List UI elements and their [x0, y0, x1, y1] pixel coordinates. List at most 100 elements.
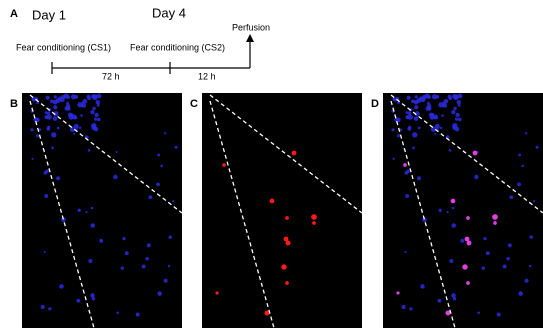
nucleus [61, 217, 66, 222]
nucleus [66, 106, 71, 111]
nucleus [30, 128, 34, 132]
nucleus [452, 122, 458, 129]
nucleus [51, 146, 54, 150]
nucleus [434, 132, 437, 135]
nucleus [44, 115, 48, 119]
nucleus [509, 195, 514, 200]
nucleus [405, 194, 410, 198]
nucleus [135, 312, 140, 317]
labeled-cell [312, 221, 316, 225]
labeled-cell [445, 310, 451, 316]
nucleus [85, 211, 88, 214]
labeled-cell [464, 236, 470, 242]
nucleus [87, 149, 91, 152]
nucleus [96, 117, 101, 122]
nucleus [443, 98, 449, 104]
nucleus [35, 134, 39, 138]
labeled-cell [281, 264, 287, 270]
nucleus [120, 266, 124, 270]
day-label: Day 4 [152, 5, 186, 20]
nucleus [82, 98, 88, 104]
nucleus [93, 117, 98, 121]
interval-label: 12 h [198, 71, 216, 81]
nucleus [34, 117, 40, 123]
nucleus [399, 128, 403, 132]
nucleus [115, 150, 118, 154]
nucleus [507, 243, 512, 248]
nucleus [174, 145, 178, 149]
nucleus [43, 171, 48, 175]
nucleus [141, 264, 146, 269]
nucleus [73, 132, 76, 135]
nucleus [80, 114, 83, 117]
panel-label: B [10, 98, 18, 110]
nucleus [46, 111, 51, 116]
labeled-cell [450, 198, 456, 204]
nucleus [392, 97, 397, 102]
nucleus [73, 123, 79, 130]
nucleus [95, 100, 101, 105]
nucleus [96, 93, 102, 99]
nucleus [407, 111, 412, 116]
nucleus [409, 307, 413, 311]
nucleus [422, 94, 427, 100]
nucleus [53, 105, 58, 110]
arrow-head [246, 34, 254, 42]
nucleus [457, 103, 461, 107]
labeled-cell [403, 163, 407, 167]
nucleus [43, 251, 46, 254]
nucleus [59, 284, 64, 289]
nucleus [86, 94, 91, 99]
nucleus [449, 259, 454, 264]
nucleus [94, 112, 99, 118]
nucleus [456, 100, 462, 105]
labeled-cell [462, 264, 468, 270]
nucleus [93, 126, 99, 132]
nucleus [124, 251, 129, 256]
nucleus [146, 243, 151, 248]
nucleus [80, 104, 84, 108]
nucleus [157, 291, 162, 296]
nucleus [77, 208, 81, 212]
nucleus [407, 114, 413, 120]
nucleus [413, 99, 419, 105]
nucleus [52, 116, 58, 121]
nucleus [430, 126, 436, 132]
nucleus [441, 104, 445, 108]
nucleus [66, 101, 70, 105]
labeled-cell [472, 150, 478, 156]
nucleus [92, 106, 96, 111]
nucleus [455, 112, 460, 118]
nucleus [432, 114, 438, 120]
nucleus [88, 259, 93, 264]
nucleus [452, 296, 457, 301]
nucleus [441, 114, 444, 117]
nucleus [460, 238, 465, 243]
nucleus [431, 94, 438, 100]
nucleus [61, 94, 66, 100]
nucleus [533, 199, 536, 203]
end-label: Perfusion [232, 22, 270, 32]
nucleus [457, 93, 463, 99]
labeled-cell [466, 240, 472, 246]
nucleus [477, 311, 481, 314]
nucleus [437, 298, 442, 303]
panel-label: C [190, 98, 198, 110]
nucleus [47, 125, 51, 129]
labeled-cell [285, 216, 289, 220]
nucleus [451, 223, 456, 228]
nucleus [454, 117, 459, 121]
nucleus [457, 117, 462, 122]
nucleus [518, 153, 522, 157]
nucleus [434, 123, 440, 130]
labeled-cell [396, 291, 400, 295]
nucleus [483, 237, 487, 241]
nucleus [517, 182, 521, 187]
nucleus [518, 291, 523, 296]
nucleus [91, 122, 97, 129]
nucleus [414, 105, 419, 110]
nucleus [396, 134, 400, 138]
labeled-cell [269, 198, 275, 204]
nucleus [408, 125, 412, 129]
labeled-cell [466, 281, 470, 285]
